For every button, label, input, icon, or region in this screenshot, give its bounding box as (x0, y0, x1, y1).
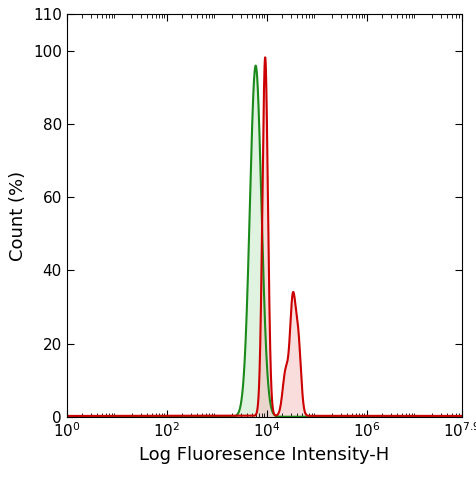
X-axis label: Log Fluoresence Intensity-H: Log Fluoresence Intensity-H (139, 446, 389, 464)
Y-axis label: Count (%): Count (%) (10, 171, 27, 261)
